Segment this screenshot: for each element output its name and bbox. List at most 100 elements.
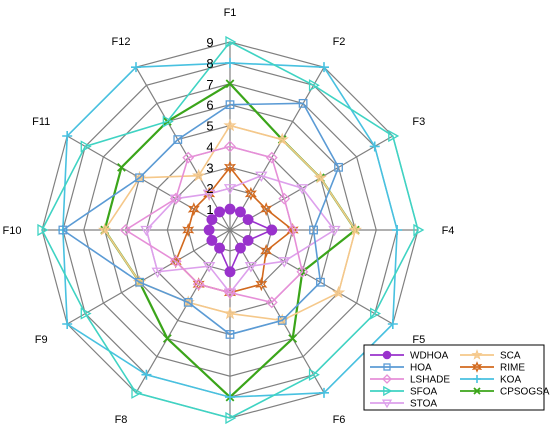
point-koa-f2 [319, 62, 329, 73]
axis-label-f10: F10 [3, 225, 22, 237]
point-lshade-f9 [169, 255, 182, 268]
point-lshade-f8 [192, 278, 205, 291]
point-koa-f4 [392, 225, 403, 235]
point-koa-f7 [225, 392, 235, 403]
axis-label-f12: F12 [112, 36, 131, 48]
point-cpsogsa-f6 [288, 334, 298, 343]
axis-label-f4: F4 [442, 225, 455, 237]
point-hoa-f9 [135, 277, 144, 287]
legend-marker [383, 385, 393, 397]
legend-label: HOA [410, 363, 432, 374]
point-cpsogsa-f11 [117, 162, 126, 172]
point-stoa-f1 [223, 184, 237, 195]
grid-spoke-F9 [66, 229, 231, 325]
point-sfoa-f8 [131, 386, 143, 399]
point-koa-f1 [225, 57, 235, 68]
point-hoa-f8 [183, 297, 193, 307]
point-hoa-f6 [277, 316, 287, 325]
point-lshade-f4 [286, 224, 299, 236]
series-hoa [58, 98, 343, 339]
axis-label-f1: F1 [224, 7, 237, 19]
point-sca-f7 [223, 306, 237, 320]
ring-label-4: 4 [206, 139, 213, 154]
grid-spoke-F6 [229, 229, 325, 394]
point-sfoa-f6 [308, 368, 320, 381]
point-stoa-f8 [202, 262, 216, 273]
point-rime-f2 [244, 186, 257, 201]
point-sca-f2 [275, 132, 289, 146]
ring-label-2: 2 [206, 181, 213, 196]
point-wdhoa-f1 [224, 203, 236, 215]
ring-label-1: 1 [206, 202, 213, 217]
grid-spoke-F3 [229, 135, 394, 231]
legend-label: SFOA [410, 387, 438, 398]
series-wdhoa [203, 203, 278, 278]
point-sca-f10 [98, 223, 112, 236]
point-lshade-f6 [265, 296, 278, 309]
ring-label-6: 6 [206, 98, 213, 113]
point-rime-f10 [182, 223, 195, 237]
point-lshade-f3 [278, 192, 291, 205]
point-hoa-f2 [298, 98, 308, 108]
legend-item-lshade: LSHADE [370, 374, 450, 386]
point-hoa-f5 [316, 277, 325, 287]
ring-labels: 1 2 3 4 5 6 7 8 9 [206, 35, 213, 217]
legend-item-wdhoa: WDHOA [370, 351, 449, 362]
ring-label-7: 7 [206, 77, 213, 92]
point-stoa-f6 [244, 262, 258, 273]
axis-label-f8: F8 [115, 414, 128, 426]
axis-label-f2: F2 [333, 36, 346, 48]
point-koa-f12 [131, 62, 141, 73]
grid-spoke-F5 [229, 229, 394, 325]
axis-label-f3: F3 [412, 116, 425, 128]
series-lshade [119, 140, 309, 309]
point-lshade-f10 [119, 224, 132, 236]
point-stoa-f10 [140, 225, 153, 237]
point-stoa-f5 [278, 257, 291, 268]
point-cpsogsa-f8 [162, 334, 172, 343]
point-lshade-f7 [224, 286, 236, 299]
point-lshade-f5 [296, 265, 309, 278]
point-sfoa-f9 [80, 307, 92, 320]
point-wdhoa-f3 [242, 214, 254, 225]
point-sca-f12 [192, 168, 206, 182]
legend-item-rime: RIME [460, 361, 525, 374]
point-hoa-f12 [173, 135, 183, 144]
ring-label-8: 8 [206, 56, 213, 71]
legend-marker [383, 363, 391, 371]
point-sfoa-f4 [413, 223, 425, 237]
point-wdhoa-f5 [242, 235, 254, 246]
point-hoa-f3 [334, 162, 343, 172]
legend-item-hoa: HOA [370, 363, 432, 374]
point-sfoa-f10 [37, 223, 49, 237]
point-sfoa-f7 [225, 411, 237, 425]
point-wdhoa-f9 [206, 235, 218, 246]
series-line-hoa [61, 102, 340, 336]
legend-item-cpsogsa: CPSOGSA [460, 387, 550, 398]
point-rime-f11 [187, 202, 200, 217]
point-wdhoa-f8 [214, 242, 225, 254]
radar-series [37, 35, 425, 425]
point-koa-f5 [387, 319, 398, 329]
point-stoa-f4 [328, 225, 341, 237]
point-sfoa-f5 [370, 307, 382, 320]
point-wdhoa-f4 [266, 224, 278, 236]
series-sfoa [37, 35, 425, 425]
grid-spoke-F11 [66, 135, 231, 231]
legend-label: SCA [500, 351, 521, 362]
point-stoa-f12 [202, 189, 216, 201]
legend-marker [382, 350, 392, 360]
point-sca-f4 [348, 223, 362, 236]
point-lshade-f11 [169, 192, 182, 205]
axis-label-f6: F6 [333, 414, 346, 426]
legend-marker [473, 375, 481, 383]
point-hoa-f1 [225, 100, 235, 110]
series-line-sfoa [41, 40, 419, 419]
point-rime-f6 [255, 277, 268, 292]
point-rime-f3 [260, 202, 273, 217]
legend-marker [381, 399, 393, 409]
point-wdhoa-f7 [224, 266, 236, 278]
point-rime-f1 [223, 160, 237, 175]
